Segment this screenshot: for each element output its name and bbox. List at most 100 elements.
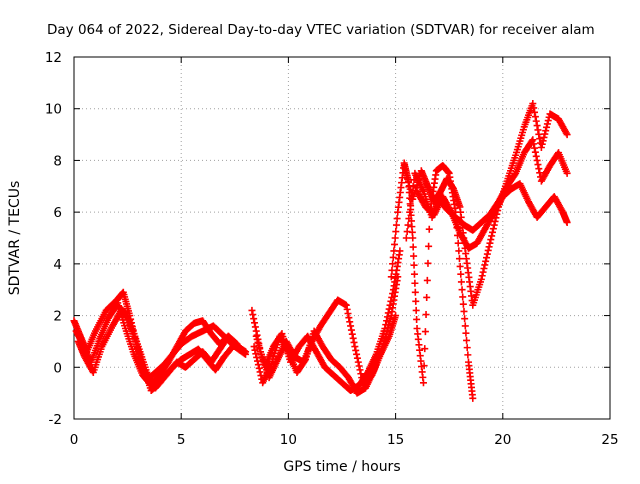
data-point [394, 273, 402, 281]
data-point [455, 255, 463, 263]
data-point [407, 195, 415, 203]
series-track-e [252, 247, 404, 395]
grid-lines [74, 57, 610, 419]
data-point [483, 254, 491, 262]
data-point [251, 319, 259, 327]
data-point [357, 370, 365, 378]
y-tick-label: 8 [53, 153, 62, 169]
x-tick-label: 25 [601, 432, 618, 448]
data-point [459, 293, 467, 301]
data-point [457, 278, 465, 286]
data-point [353, 350, 361, 358]
data-point [401, 165, 409, 173]
data-point [481, 261, 489, 269]
data-point [409, 182, 417, 190]
data-point [251, 346, 259, 354]
data-point [391, 234, 399, 242]
data-point [421, 345, 429, 353]
data-point [350, 338, 358, 346]
data-point [532, 117, 540, 125]
data-point [489, 228, 497, 236]
data-point [347, 322, 355, 330]
data-point [411, 279, 419, 287]
y-tick-label: 6 [53, 205, 62, 221]
chart-title: Day 064 of 2022, Sidereal Day-to-day VTE… [47, 22, 595, 38]
y-tick-label: 10 [45, 102, 62, 118]
data-point [342, 301, 350, 309]
data-point [411, 288, 419, 296]
data-point [563, 218, 571, 226]
data-point [346, 318, 354, 326]
data-point [389, 253, 397, 261]
data-point [423, 293, 431, 301]
data-point [479, 268, 487, 276]
data-point [531, 108, 539, 116]
data-point [409, 243, 417, 251]
data-point [402, 168, 410, 176]
data-point [535, 165, 543, 173]
data-point [541, 130, 549, 138]
data-point [543, 120, 551, 128]
data-point [391, 240, 399, 248]
data-point [458, 286, 466, 294]
data-point [539, 137, 547, 145]
data-point [544, 117, 552, 125]
data-point [251, 323, 259, 331]
data-point [256, 368, 264, 376]
plot-frame [73, 56, 611, 420]
data-point [529, 100, 537, 108]
series-track-f [250, 273, 402, 397]
data-point [487, 236, 495, 244]
data-point [477, 275, 485, 283]
data-point [454, 239, 462, 247]
y-tick-label: 12 [45, 50, 62, 66]
data-point [424, 259, 432, 267]
data-point [490, 221, 498, 229]
data-marks [70, 100, 571, 402]
data-point [409, 234, 417, 242]
series-track-k [113, 296, 250, 389]
data-point [530, 104, 538, 112]
data-point [403, 172, 411, 180]
data-point [531, 144, 539, 152]
series-track-j [413, 180, 571, 252]
data-point [255, 364, 263, 372]
data-point [410, 261, 418, 269]
data-point [540, 133, 548, 141]
data-point [355, 362, 363, 370]
data-point [488, 232, 496, 240]
data-point [483, 250, 491, 258]
data-point [455, 247, 463, 255]
data-point [410, 270, 418, 278]
data-point [392, 221, 400, 229]
x-tick-label: 10 [280, 432, 297, 448]
data-point [393, 215, 401, 223]
data-point [403, 228, 411, 236]
data-point [412, 306, 420, 314]
data-point [425, 225, 433, 233]
x-axis-label: GPS time / hours [283, 459, 400, 475]
data-point [354, 358, 362, 366]
data-point [423, 276, 431, 284]
data-point [250, 315, 258, 323]
data-point [460, 307, 468, 315]
y-tick-label: -2 [49, 412, 62, 428]
data-point [347, 326, 355, 334]
y-axis-label: SDTVAR / TECUs [7, 181, 23, 296]
data-point [400, 162, 408, 170]
data-point [351, 343, 359, 351]
data-point [301, 357, 309, 365]
data-point [404, 178, 412, 186]
data-point [491, 217, 499, 225]
data-point [421, 328, 429, 336]
data-point [254, 361, 262, 369]
data-point [249, 311, 257, 319]
data-point [463, 344, 471, 352]
data-point [531, 148, 539, 156]
data-point [348, 330, 356, 338]
data-point [461, 322, 469, 330]
y-tick-label: 2 [53, 309, 62, 325]
data-point [422, 311, 430, 319]
data-point [388, 266, 396, 274]
data-point [412, 297, 420, 305]
